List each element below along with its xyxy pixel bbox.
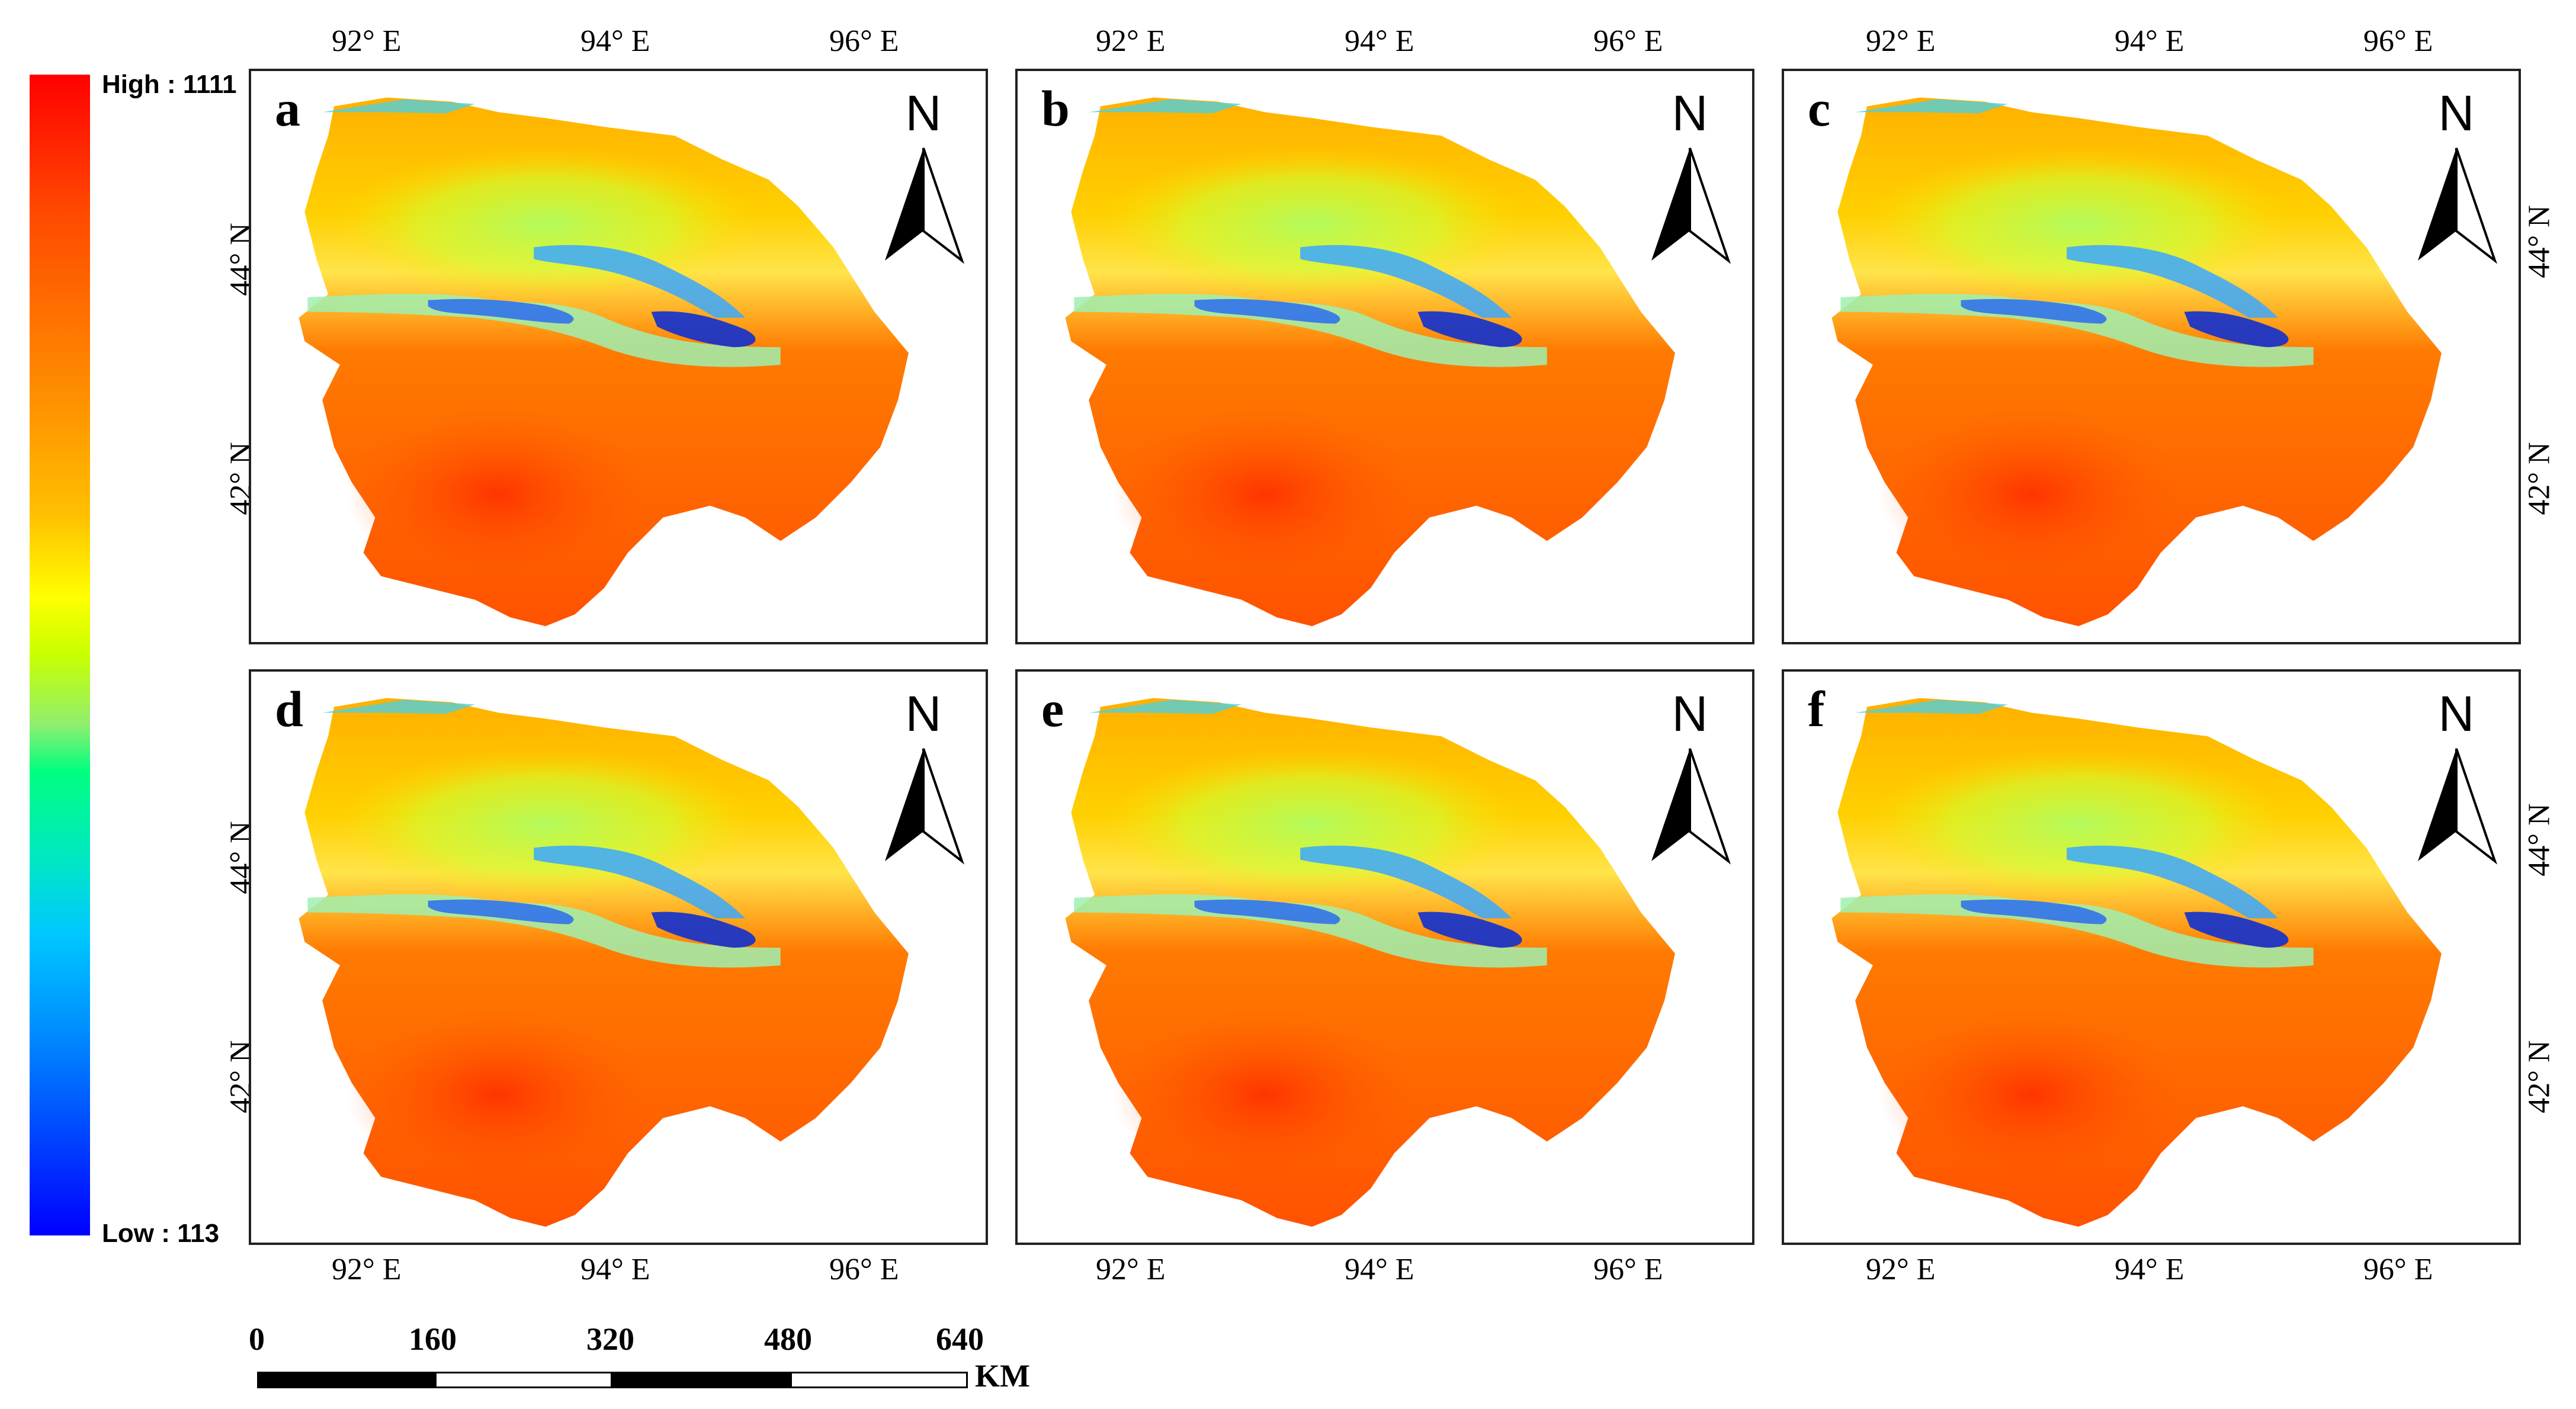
north-arrow-icon: N [1651,85,1731,264]
map-panel-a: a N [249,69,988,644]
panel-letter-d: d [275,681,303,737]
legend-low-label: Low : 113 [102,1219,220,1248]
scale-tick-640: 640 [936,1321,984,1357]
bottom-lon-label-92-e: 92° E [1096,1253,1166,1286]
north-label: N [1672,85,1708,141]
right-lat-label-42-bottom: 42° N [2522,1040,2556,1113]
bottom-lon-label-92-d: 92° E [332,1253,402,1286]
panel-letter-b: b [1041,80,1070,137]
right-lat-label-44-top: 44° N [2522,205,2556,278]
region-map-b [1065,97,1675,627]
north-label: N [2439,686,2475,742]
region-map-f [1831,698,2442,1227]
top-lon-label-92-b: 92° E [1096,24,1166,58]
region-map-c [1831,97,2442,627]
panel-letter-e: e [1041,681,1064,737]
scale-segment-4 [790,1372,968,1388]
scale-tick-480: 480 [764,1321,812,1357]
north-label: N [2439,85,2475,141]
bottom-lon-label-94-f: 94° E [2115,1253,2184,1286]
north-arrow-icon: N [2418,686,2498,865]
region-map-e [1065,698,1675,1227]
bottom-lon-label-94-d: 94° E [580,1253,650,1286]
map-panel-d: d N [249,669,988,1245]
scale-tick-0: 0 [249,1321,265,1357]
bottom-lon-label-96-f: 96° E [2363,1253,2433,1286]
region-map-a [299,97,909,627]
north-label: N [906,686,942,742]
north-label: N [1672,686,1708,742]
color-legend-bar [30,75,90,1235]
region-map-d [299,698,909,1227]
top-lon-label-92-a: 92° E [332,24,402,58]
north-arrow-icon: N [1651,686,1731,865]
north-label: N [906,85,942,141]
scale-tick-160: 160 [409,1321,457,1357]
top-lon-label-96-a: 96° E [829,24,899,58]
north-arrow-icon: N [2418,85,2498,264]
panel-letter-c: c [1808,80,1831,137]
top-lon-label-92-c: 92° E [1866,24,1936,58]
bottom-lon-label-96-d: 96° E [829,1253,899,1286]
scale-unit: KM [975,1358,1030,1394]
north-arrow-icon: N [885,686,965,865]
bottom-lon-label-94-e: 94° E [1345,1253,1414,1286]
map-panel-e: e N [1015,669,1754,1245]
panel-letter-f: f [1808,681,1825,737]
right-lat-label-44-bottom: 44° N [2522,803,2556,877]
panel-letter-a: a [275,80,300,137]
scale-segment-3 [612,1372,790,1388]
scale-segment-2 [435,1372,612,1388]
right-lat-label-42-top: 42° N [2522,442,2556,515]
bottom-lon-label-92-f: 92° E [1866,1253,1936,1286]
north-arrow-icon: N [885,85,965,264]
scale-segment-1 [257,1372,435,1388]
top-lon-label-94-c: 94° E [2115,24,2184,58]
scale-tick-320: 320 [586,1321,634,1357]
legend-high-label: High : 1111 [102,70,237,99]
top-lon-label-94-a: 94° E [580,24,650,58]
top-lon-label-96-c: 96° E [2363,24,2433,58]
top-lon-label-94-b: 94° E [1345,24,1414,58]
map-panel-c: c N [1782,69,2521,644]
map-panel-f: f N [1782,669,2521,1245]
bottom-lon-label-96-e: 96° E [1593,1253,1663,1286]
map-panel-b: b N [1015,69,1754,644]
top-lon-label-96-b: 96° E [1593,24,1663,58]
